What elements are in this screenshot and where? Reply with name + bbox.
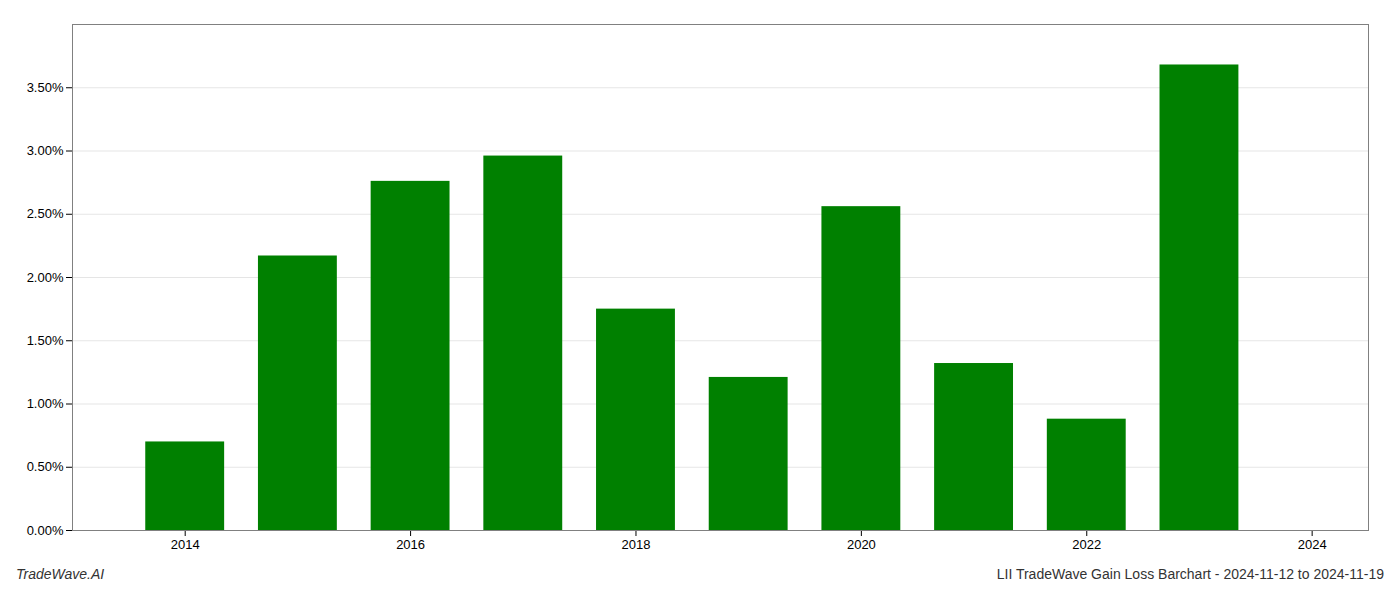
svg-text:2.50%: 2.50% — [27, 206, 64, 221]
svg-text:1.00%: 1.00% — [27, 396, 64, 411]
svg-text:2024: 2024 — [1298, 537, 1327, 552]
svg-text:2020: 2020 — [847, 537, 876, 552]
svg-text:3.50%: 3.50% — [27, 80, 64, 95]
svg-text:0.50%: 0.50% — [27, 459, 64, 474]
svg-text:3.00%: 3.00% — [27, 143, 64, 158]
html-text:LII TradeWave Gain Loss Barcha: LII TradeWave Gain Loss Barchart - 2024-… — [996, 566, 1384, 582]
svg-text:1.50%: 1.50% — [27, 333, 64, 348]
svg-text:2014: 2014 — [171, 537, 200, 552]
svg-text:2016: 2016 — [396, 537, 425, 552]
svg-text:0.00%: 0.00% — [27, 523, 64, 538]
svg-text:2018: 2018 — [622, 537, 651, 552]
svg-text:2.00%: 2.00% — [27, 270, 64, 285]
svg-text:2022: 2022 — [1072, 537, 1101, 552]
html-text:TradeWave.AI: TradeWave.AI — [16, 566, 105, 582]
